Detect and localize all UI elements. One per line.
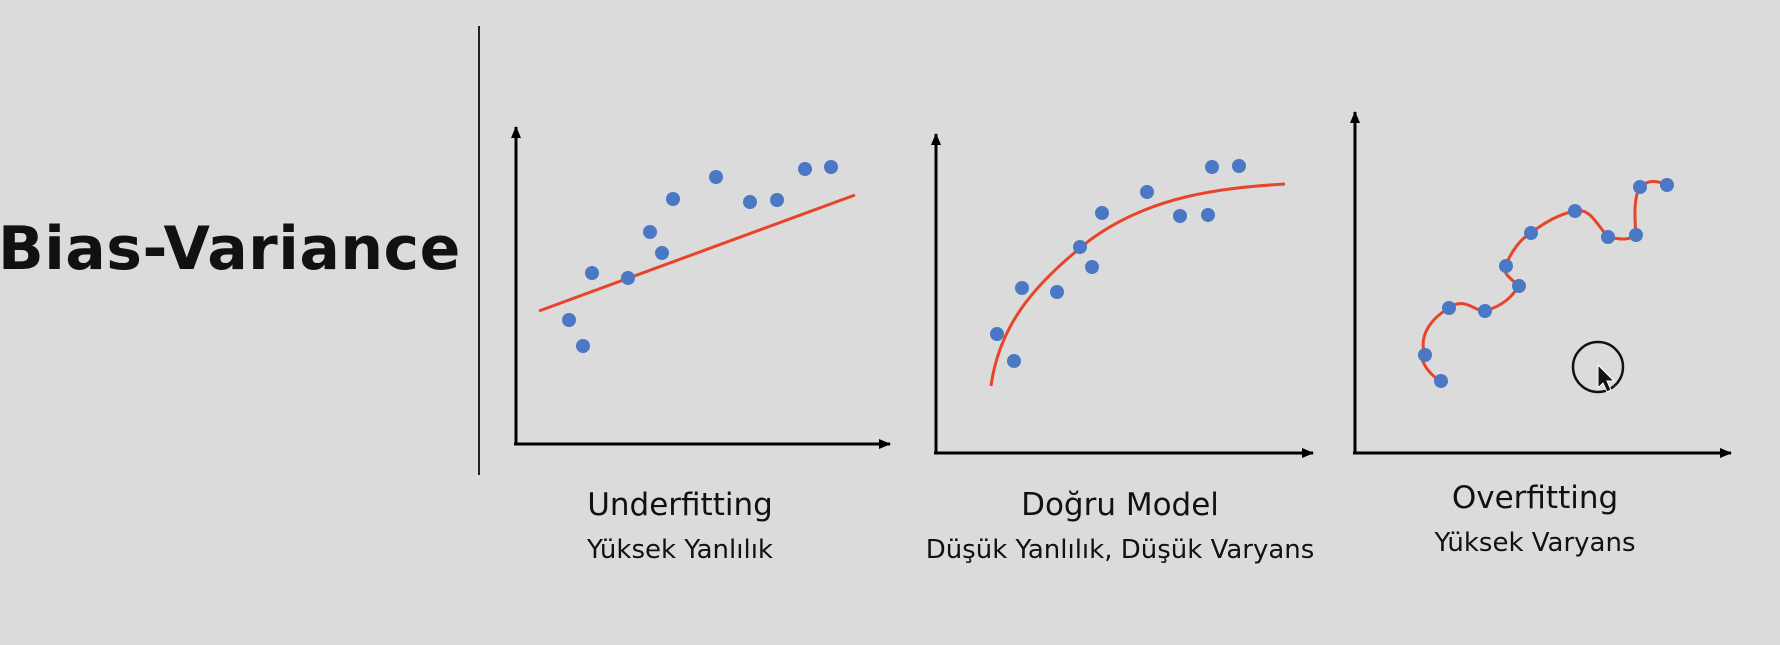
data-point [1085,260,1099,274]
data-point [621,271,635,285]
panel-title-underfitting: Underfitting [587,487,773,523]
panel-title-dogru-model: Doğru Model [1021,487,1219,523]
vertical-divider [478,26,480,475]
fit-curve-dogru-model [989,182,1286,387]
data-point [1173,209,1187,223]
panel-subtitle-dogru-model: Düşük Yanlılık, Düşük Varyans [925,535,1315,565]
data-point [655,246,669,260]
data-point [1015,281,1029,295]
data-point [576,339,590,353]
data-point [1568,204,1582,218]
data-point [643,225,657,239]
data-point [1478,304,1492,318]
panel-subtitle-overfitting: Yüksek Varyans [1434,528,1636,558]
data-point [709,170,723,184]
data-point [743,195,757,209]
panel-title-overfitting: Overfitting [1451,480,1619,516]
caption-overfitting: Overfitting Yüksek Varyans [1380,480,1690,558]
mouse-pointer-icon [1597,363,1616,393]
data-point [1232,159,1246,173]
data-point [1140,185,1154,199]
caption-dogru-model: Doğru Model Düşük Yanlılık, Düşük Varyan… [920,487,1320,565]
data-point [770,193,784,207]
data-point [1660,178,1674,192]
data-point [1601,230,1615,244]
data-point [824,160,838,174]
data-point [1633,180,1647,194]
points-underfitting [562,160,838,353]
data-point [1418,348,1432,362]
data-point [1073,240,1087,254]
points-overfitting [1418,178,1674,388]
points-dogru-model [990,159,1246,368]
fit-curve-overfitting [1419,180,1668,383]
data-point [585,266,599,280]
data-point [1095,206,1109,220]
data-point [798,162,812,176]
caption-underfitting: Underfitting Yüksek Yanlılık [520,487,840,565]
data-point [1434,374,1448,388]
panel-dogru-model [931,133,1314,458]
data-point [1629,228,1643,242]
data-point [1205,160,1219,174]
panel-overfitting [1350,111,1732,458]
slide-title: Bias-Variance [0,214,461,284]
data-point [990,327,1004,341]
panel-subtitle-underfitting: Yüksek Yanlılık [587,535,773,565]
data-point [666,192,680,206]
panel-underfitting [511,126,891,449]
data-point [1524,226,1538,240]
cursor-ring-icon [1571,340,1625,394]
fit-line-underfitting [538,193,856,313]
data-point [1512,279,1526,293]
data-point [1007,354,1021,368]
data-point [1050,285,1064,299]
data-point [562,313,576,327]
data-point [1442,301,1456,315]
data-point [1201,208,1215,222]
data-point [1499,259,1513,273]
